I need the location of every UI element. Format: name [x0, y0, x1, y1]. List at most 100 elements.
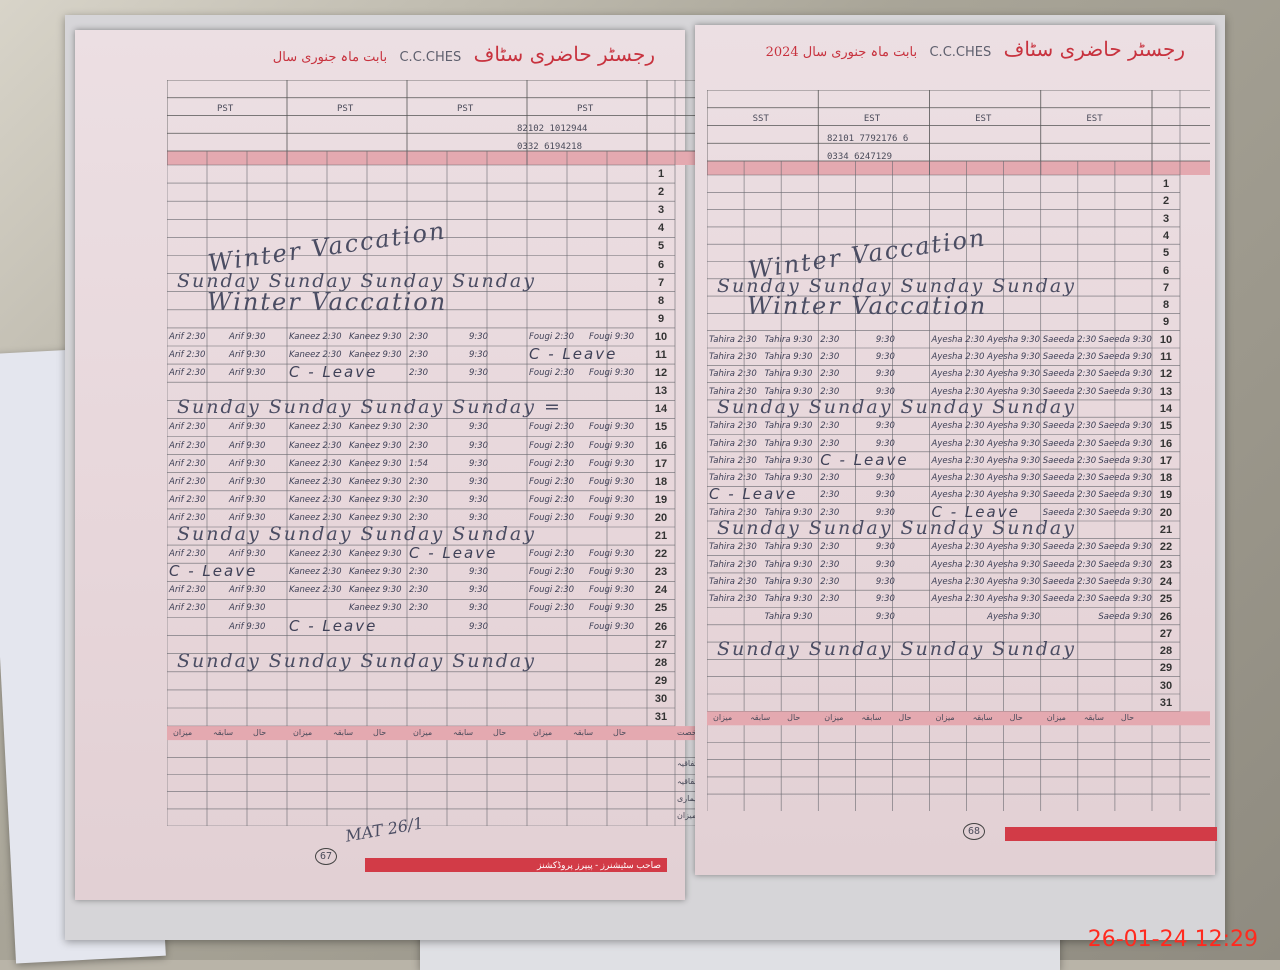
teacher-grade: SST — [752, 113, 769, 124]
day-number: 4 — [1162, 229, 1170, 242]
attendance-entry: Fougi 9:30 — [589, 585, 635, 596]
title-month-year: بابت ماہ جنوری سال — [272, 50, 388, 65]
day-number: 8 — [657, 294, 665, 307]
day-number: 18 — [1159, 472, 1173, 485]
attendance-entry: Tahira 9:30 — [764, 473, 813, 484]
attendance-entry: Kaneez 2:30 — [289, 458, 342, 469]
attendance-entry: Ayesha 9:30 — [987, 455, 1041, 466]
attendance-entry: 9:30 — [469, 567, 489, 578]
attendance-entry: 1:54 — [409, 458, 429, 469]
footer-row-label: میزان — [677, 810, 697, 820]
attendance-entry: Ayesha 2:30 — [931, 542, 985, 553]
attendance-entry: Arif 2:30 — [169, 368, 206, 379]
attendance-entry: 2:30 — [820, 334, 840, 345]
attendance-entry: Fougi 2:30 — [529, 440, 575, 451]
attendance-entry: 9:30 — [469, 440, 489, 451]
attendance-entry: Ayesha 2:30 — [931, 352, 985, 362]
column-header-band — [707, 161, 1210, 175]
publisher-footer — [1005, 827, 1217, 841]
attendance-entry: Kaneez 9:30 — [349, 585, 402, 596]
attendance-entry: 9:30 — [875, 594, 895, 605]
day-number: 19 — [1159, 489, 1173, 502]
day-number: 20 — [654, 511, 668, 524]
day-number: 30 — [1159, 679, 1173, 692]
attendance-entry: Fougi 9:30 — [589, 331, 635, 342]
attendance-entry: Kaneez 9:30 — [349, 422, 402, 433]
attendance-entry: Saeeda 9:30 — [1098, 438, 1152, 449]
attendance-entry: Ayesha 9:30 — [987, 490, 1041, 501]
day-number: 15 — [1159, 420, 1173, 433]
day-number: 21 — [654, 530, 668, 542]
attendance-entry: Kaneez 2:30 — [289, 549, 342, 560]
day-number: 3 — [1162, 212, 1170, 225]
attendance-entry: Tahira 9:30 — [764, 559, 813, 570]
footer-column-label: سابقہ — [453, 728, 474, 738]
attendance-entry: 2:30 — [409, 440, 429, 451]
footer-row-label: استحقاقیہ — [677, 776, 711, 786]
attendance-entry: 2:30 — [820, 352, 840, 362]
attendance-entry: Fougi 9:30 — [589, 440, 635, 451]
attendance-entry: 9:30 — [469, 621, 489, 632]
footer-row-label: اتفاقیہ — [677, 759, 699, 769]
attendance-entry: 2:30 — [820, 594, 840, 605]
right-register-page: رجسٹر حاضری سٹاف C.C.CHES بابت ماہ جنوری… — [695, 25, 1217, 875]
attendance-entry: Arif 2:30 — [169, 476, 206, 487]
school-name: C.C.CHES — [929, 45, 992, 60]
attendance-entry: 9:30 — [469, 458, 489, 469]
attendance-entry: 2:30 — [409, 368, 429, 379]
attendance-entry: Arif 9:30 — [229, 458, 266, 469]
footer-column-label: میزان — [824, 713, 844, 723]
attendance-entry: Saeeda 2:30 — [1042, 507, 1097, 518]
attendance-entry: 2:30 — [409, 350, 429, 360]
attendance-entry: Tahira 2:30 — [709, 576, 757, 587]
title-month-year: بابت ماہ جنوری سال 2024 — [765, 45, 918, 60]
day-number: 16 — [1159, 437, 1173, 450]
day-number: 14 — [654, 403, 668, 416]
attendance-entry: Ayesha 9:30 — [987, 352, 1041, 362]
footer-column-label: حال — [898, 713, 912, 723]
attendance-entry: Tahira 9:30 — [764, 352, 813, 362]
attendance-entry: Ayesha 2:30 — [931, 455, 985, 466]
attendance-entry: Arif 2:30 — [169, 440, 206, 451]
attendance-entry: 2:30 — [409, 422, 429, 433]
teacher-grade: PST — [337, 103, 354, 114]
footer-column-label: حال — [373, 728, 387, 738]
attendance-entry: Saeeda 9:30 — [1098, 594, 1152, 605]
footer-column-label: سابقہ — [573, 728, 594, 738]
day-number: 17 — [654, 457, 668, 470]
attendance-entry: Ayesha 2:30 — [931, 369, 985, 380]
attendance-entry: Ayesha 9:30 — [987, 594, 1041, 605]
page-number: 68 — [963, 823, 986, 840]
day-number: 23 — [654, 566, 668, 579]
day-number: 10 — [654, 330, 668, 343]
day-number: 26 — [654, 620, 668, 633]
day-number: 2 — [1162, 195, 1170, 208]
attendance-entry: Ayesha 9:30 — [987, 438, 1041, 449]
attendance-entry: Ayesha 9:30 — [987, 421, 1041, 432]
attendance-entry: Arif 9:30 — [229, 512, 266, 523]
attendance-entry: Saeeda 9:30 — [1098, 386, 1152, 397]
day-number: 18 — [654, 475, 668, 488]
attendance-entry: Ayesha 9:30 — [987, 334, 1041, 345]
attendance-entry: Tahira 2:30 — [709, 386, 757, 397]
attendance-entry: Kaneez 9:30 — [349, 458, 402, 469]
day-number: 14 — [1159, 402, 1173, 415]
footer-header-band — [707, 711, 1210, 726]
column-header-band — [167, 151, 705, 165]
day-number: 27 — [1159, 627, 1173, 640]
day-number: 19 — [654, 493, 668, 506]
footer-column-label: حال — [1120, 713, 1135, 723]
attendance-entry: Saeeda 2:30 — [1042, 386, 1097, 397]
attendance-entry: 9:30 — [875, 386, 895, 397]
attendance-entry: Tahira 2:30 — [709, 594, 757, 605]
attendance-entry: Ayesha 2:30 — [931, 576, 985, 587]
attendance-entry: Saeeda 2:30 — [1042, 421, 1097, 432]
attendance-entry: Fougi 9:30 — [589, 549, 635, 560]
attendance-entry: Tahira 9:30 — [764, 611, 813, 622]
attendance-entry: Tahira 2:30 — [709, 507, 757, 518]
attendance-entry: Kaneez 9:30 — [349, 331, 402, 342]
attendance-entry: Arif 9:30 — [229, 368, 266, 379]
attendance-entry: Fougi 9:30 — [589, 512, 635, 523]
day-number: 25 — [1159, 593, 1173, 606]
attendance-entry: Ayesha 9:30 — [987, 542, 1041, 553]
